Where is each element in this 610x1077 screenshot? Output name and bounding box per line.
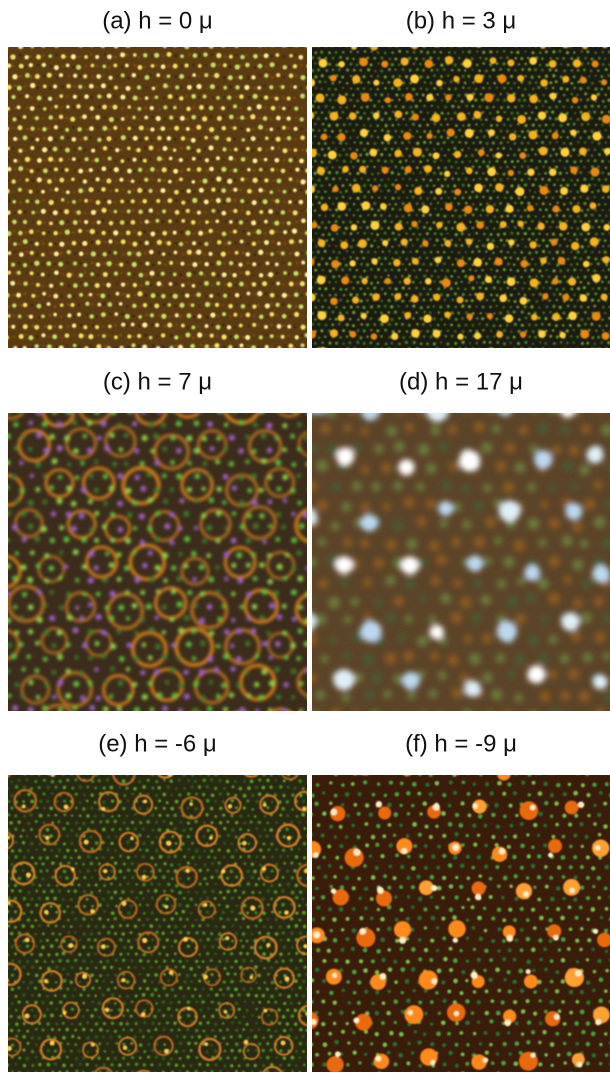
- panel-label: (d) h = 17 μ: [399, 368, 523, 395]
- panel-label: (a) h = 0 μ: [102, 7, 213, 34]
- panel-background: [8, 47, 307, 348]
- panel-label: (b) h = 3 μ: [406, 7, 517, 34]
- panel-image: [284, 20, 610, 360]
- panel-label: (e) h = -6 μ: [98, 730, 217, 757]
- panel-label: (c) h = 7 μ: [103, 368, 212, 395]
- panel-background: [8, 775, 307, 1072]
- panel-image: [0, 32, 318, 362]
- panel-label: (f) h = -9 μ: [405, 730, 517, 757]
- panel-image: [0, 720, 341, 1072]
- panel-image: [0, 347, 345, 745]
- figure: (a) h = 0 μ (b) h = 3 μ (c) h = 7 μ (d) h =…: [0, 0, 610, 1072]
